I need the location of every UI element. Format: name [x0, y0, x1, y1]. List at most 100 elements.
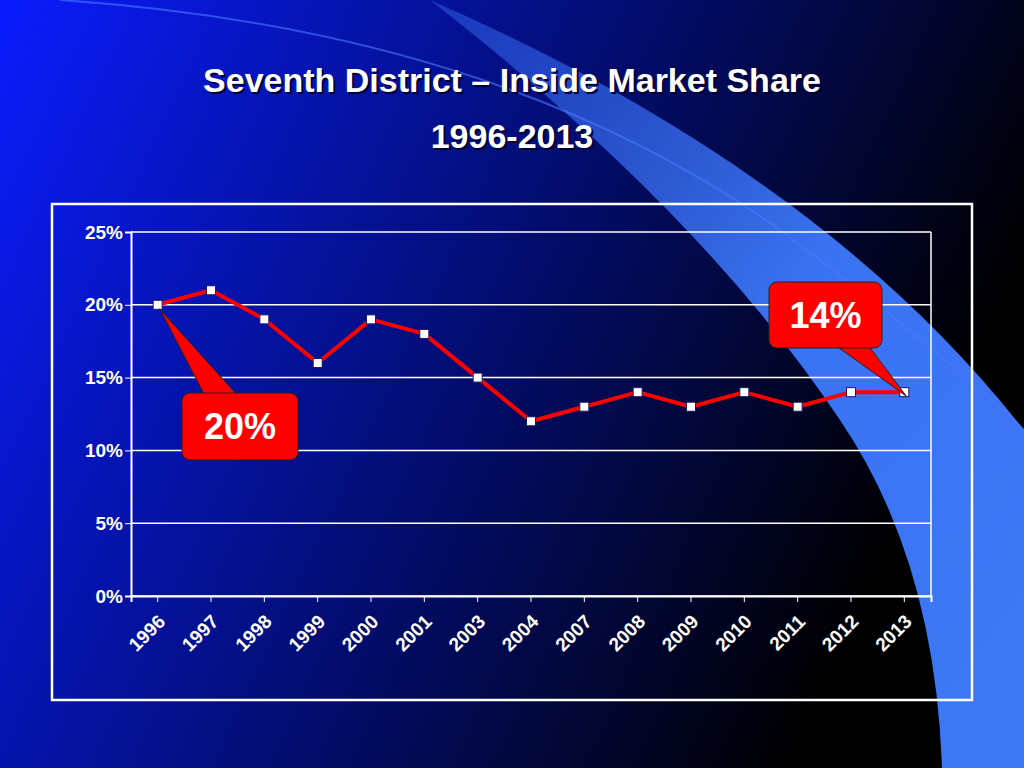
grid-line: [131, 377, 931, 379]
callout-patch: [185, 396, 207, 406]
x-tick-label: 2013: [871, 611, 916, 656]
marker: [367, 315, 376, 324]
x-tick-label: 2007: [551, 611, 596, 656]
x-tick-mark: [317, 596, 318, 602]
x-tick-label: 2008: [604, 611, 649, 656]
x-tick-label: 1999: [284, 611, 329, 656]
x-tick-mark: [477, 596, 478, 602]
y-tick: 25%: [85, 222, 131, 243]
x-tick: 2010: [711, 596, 756, 655]
x-tick-mark: [531, 596, 532, 602]
x-tick-mark: [637, 596, 638, 602]
y-tick-label: 25%: [85, 222, 123, 243]
callout: 20%: [160, 309, 298, 460]
y-tick-mark: [125, 450, 131, 451]
marker: [313, 359, 322, 368]
y-tick-label: 5%: [96, 513, 124, 534]
x-tick-label: 1997: [178, 611, 223, 656]
y-tick-mark: [125, 232, 131, 233]
y-tick-mark: [125, 523, 131, 524]
marker: [793, 402, 802, 411]
x-tick: 2013: [871, 596, 916, 655]
x-tick: 1996: [124, 596, 169, 655]
x-tick: 2000: [338, 596, 383, 655]
callout-text: 14%: [789, 295, 861, 336]
y-tick: 10%: [85, 440, 131, 461]
y-tick-mark: [125, 378, 131, 379]
y-tick-label: 20%: [85, 294, 123, 315]
callout-box: [769, 282, 882, 348]
grid-line: [131, 231, 931, 233]
x-tick-mark: [691, 596, 692, 602]
y-tick-mark: [125, 596, 131, 597]
x-tick: 2007: [551, 596, 596, 655]
marker: [420, 329, 429, 338]
marker: [633, 388, 642, 397]
callout-pointer: [835, 345, 906, 396]
decor-curve: [60, 0, 1024, 430]
marker: [740, 388, 749, 397]
callout: 14%: [769, 282, 906, 396]
callout-text: 20%: [204, 406, 276, 447]
y-tick-mark: [125, 305, 131, 306]
y-tick: 15%: [85, 367, 131, 388]
x-tick-label: 1996: [124, 611, 169, 656]
marker: [153, 300, 162, 309]
x-tick-mark: [424, 596, 425, 602]
decor-swoosh: [430, 0, 1024, 768]
x-tick: 1997: [178, 596, 223, 655]
x-tick-mark: [851, 596, 852, 602]
marker: [260, 315, 269, 324]
x-tick-mark: [904, 596, 905, 602]
background: [0, 0, 1024, 768]
x-tick: 2011: [765, 596, 809, 655]
grid-line: [131, 522, 931, 524]
y-tick: 5%: [96, 513, 131, 534]
x-axis-line: [132, 597, 932, 603]
marker: [207, 286, 216, 295]
callout-patch: [772, 285, 794, 295]
x-tick: 2009: [658, 596, 703, 655]
x-tick: 2008: [604, 596, 649, 655]
subtitle: 1996-2013: [431, 117, 594, 155]
x-tick: 2001: [391, 596, 436, 655]
y-tick: 0%: [96, 586, 131, 607]
plot: 0% 5% 10% 15% 20% 25% 199619971998199920002001…: [85, 222, 932, 656]
slide: Seventh District – Inside Market ShareSe…: [0, 0, 1024, 768]
x-tick-label: 2012: [818, 611, 863, 656]
x-tick: 2012: [818, 596, 863, 655]
y-tick-label: 10%: [85, 440, 123, 461]
x-tick-label: 2001: [391, 610, 436, 655]
x-tick-label: 2010: [711, 611, 756, 656]
x-tick-mark: [744, 596, 745, 602]
y-tick-label: 0%: [96, 586, 124, 607]
x-tick: 2003: [444, 596, 489, 655]
x-tick-label: 2000: [338, 611, 383, 656]
plot-border: [930, 232, 932, 596]
x-tick-mark: [211, 596, 212, 602]
x-tick-mark: [157, 596, 158, 602]
x-tick: 1998: [231, 596, 276, 655]
x-tick-mark: [797, 596, 798, 602]
y-axis-line: [125, 233, 132, 597]
marker: [687, 402, 696, 411]
y-axis: 0% 5% 10% 15% 20% 25%: [85, 222, 132, 607]
x-tick-label: 2011: [765, 610, 809, 654]
title: Seventh District – Inside Market Share: [203, 61, 821, 99]
marker: [473, 373, 482, 382]
x-tick-mark: [584, 596, 585, 602]
x-tick-mark: [264, 596, 265, 602]
x-tick: 1999: [284, 596, 329, 655]
x-tick-label: 2003: [444, 611, 489, 656]
chart-frame: [52, 204, 972, 700]
callout-box: [182, 393, 298, 460]
x-tick-mark: [371, 596, 372, 602]
marker: [580, 402, 589, 411]
y-tick-label: 15%: [85, 367, 123, 388]
x-tick-label: 2009: [658, 611, 703, 656]
x-tick-label: 1998: [231, 611, 276, 656]
y-tick: 20%: [85, 294, 131, 315]
x-tick: 2004: [498, 596, 543, 655]
callout-pointer: [160, 309, 238, 396]
x-axis: 1996199719981999200020012003200420072008…: [124, 596, 931, 655]
